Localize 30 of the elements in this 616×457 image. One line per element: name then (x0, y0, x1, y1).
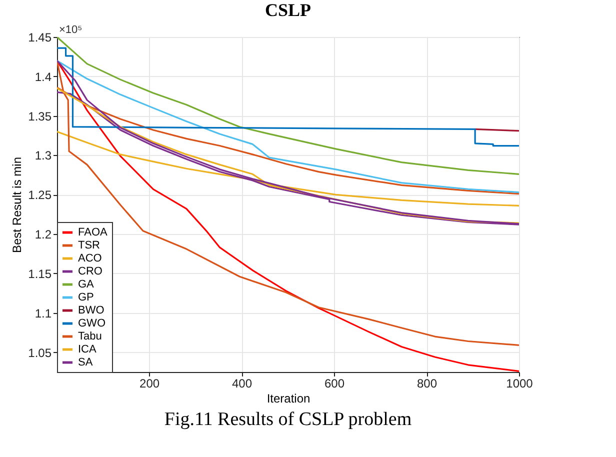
y-tick-label: 1.05 (28, 346, 52, 360)
legend-label: Tabu (78, 330, 102, 342)
x-tick-label: 200 (140, 376, 160, 390)
chart-title: CSLP (264, 0, 312, 20)
legend-label: ICA (78, 344, 97, 356)
y-tick-label: 1.4 (34, 70, 52, 84)
legend-label: BWO (78, 304, 105, 316)
legend-label: SA (78, 356, 94, 368)
y-axis-title: Best Result is min (10, 156, 24, 254)
x-tick-label: 1000 (506, 376, 534, 390)
legend-label: FAOA (78, 226, 108, 238)
legend-label: GP (78, 292, 94, 304)
y-tick-label: 1.45 (28, 30, 52, 44)
y-tick-label: 1.3 (34, 148, 52, 163)
y-tick-label: 1.1 (34, 306, 52, 320)
y-tick-label: 1.25 (28, 188, 52, 202)
y-tick-label: 1.2 (34, 228, 52, 242)
x-tick-label: 600 (324, 376, 345, 390)
caption: Fig.11 Results of CSLP problem (164, 409, 412, 430)
legend-label: GWO (78, 318, 106, 330)
text: ×10⁵ (59, 24, 82, 36)
legend-label: GA (78, 278, 95, 290)
x-tick-label: 800 (416, 376, 438, 390)
legend-label: TSR (78, 240, 100, 252)
x-axis-title: Iteration (266, 392, 310, 406)
y-tick-label: 1.35 (28, 109, 52, 124)
legend-label: CRO (78, 266, 103, 278)
legend-label: ACO (78, 252, 102, 264)
x-tick-label: 400 (232, 376, 252, 390)
y-tick-label: 1.15 (28, 266, 52, 281)
